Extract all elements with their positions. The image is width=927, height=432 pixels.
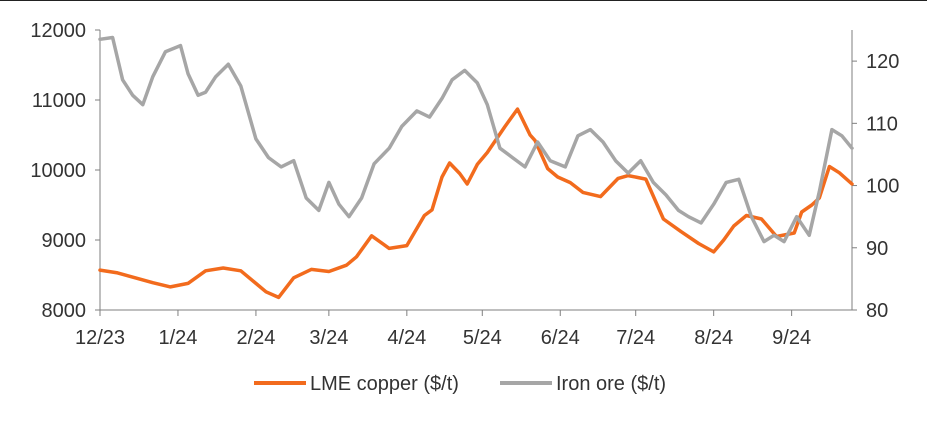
x-axis: 12/23 1/24 2/24 3/24 4/24 5/24 6/24 7/24 8/24 9/2… bbox=[75, 309, 852, 349]
right-tick-label: 90 bbox=[866, 238, 888, 260]
x-tick-label: 7/24 bbox=[616, 327, 655, 349]
right-y-axis: 80 90 100 110 120 bbox=[851, 30, 899, 322]
legend-copper-label: LME copper ($/t) bbox=[310, 373, 459, 395]
x-tick-label: 9/24 bbox=[772, 327, 811, 349]
left-tick-label: 8000 bbox=[42, 300, 87, 322]
x-tick-label: 8/24 bbox=[694, 327, 733, 349]
x-tick-label: 2/24 bbox=[236, 327, 275, 349]
left-tick-label: 11000 bbox=[32, 90, 86, 112]
right-tick-label: 110 bbox=[866, 113, 898, 135]
right-tick-label: 80 bbox=[866, 300, 888, 322]
x-tick-label: 3/24 bbox=[309, 327, 348, 349]
x-tick-label: 6/24 bbox=[541, 327, 580, 349]
legend: LME copper ($/t) Iron ore ($/t) bbox=[254, 373, 666, 395]
left-tick-label: 10000 bbox=[30, 160, 86, 182]
right-tick-label: 100 bbox=[866, 176, 899, 198]
x-tick-label: 5/24 bbox=[463, 327, 502, 349]
left-tick-label: 9000 bbox=[42, 230, 87, 252]
legend-iron-ore-label: Iron ore ($/t) bbox=[556, 373, 666, 395]
series-layer bbox=[98, 35, 854, 300]
copper-series-line bbox=[98, 107, 854, 300]
iron-ore-series-line bbox=[98, 35, 854, 244]
left-y-axis: 8000 9000 10000 11000 12000 bbox=[0, 0, 927, 322]
x-tick-label: 12/23 bbox=[75, 327, 125, 349]
right-tick-label: 120 bbox=[866, 51, 899, 73]
x-tick-label: 4/24 bbox=[387, 327, 426, 349]
left-tick-label: 12000 bbox=[30, 20, 86, 42]
x-tick-label: 1/24 bbox=[158, 327, 197, 349]
